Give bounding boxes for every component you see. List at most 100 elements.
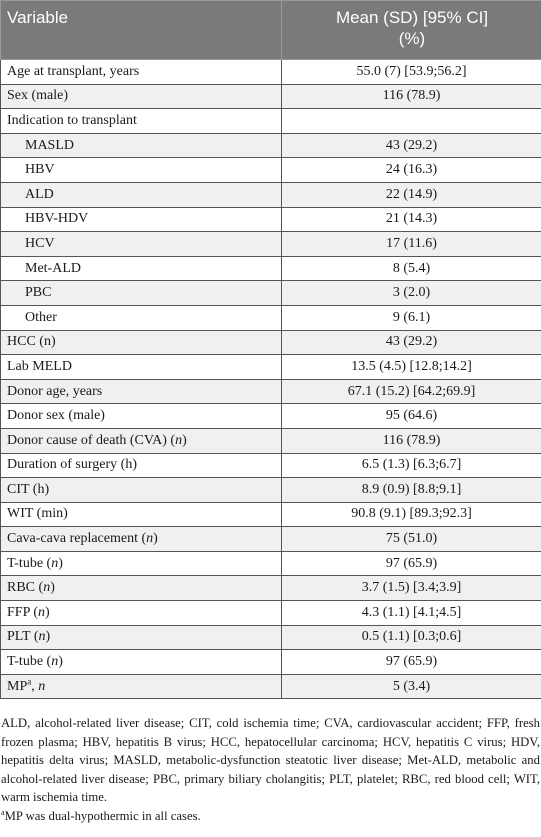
row-value: 22 (14.9) bbox=[281, 181, 541, 208]
abbreviations-note: ALD, alcohol-related liver disease; CIT,… bbox=[1, 716, 540, 805]
table-row: ALD 22 (14.9) bbox=[0, 181, 541, 208]
row-value: 43 (29.2) bbox=[281, 132, 541, 159]
row-label: PLT (n) bbox=[0, 624, 282, 651]
row-value bbox=[281, 108, 541, 134]
row-label: FFP (n) bbox=[0, 600, 282, 626]
row-value: 116 (78.9) bbox=[281, 427, 541, 454]
column-header-mean: Mean (SD) [95% CI] (%) bbox=[281, 0, 541, 60]
table-row: HCC (n) 43 (29.2) bbox=[0, 329, 541, 356]
row-label: HBV bbox=[0, 157, 282, 183]
footnote-a-marker: a bbox=[1, 807, 5, 817]
table-row: T-tube (n) 97 (65.9) bbox=[0, 550, 541, 577]
data-table: Variable Mean (SD) [95% CI] (%) Age at tr… bbox=[0, 0, 541, 700]
table-row: Cava-cava replacement (n) 75 (51.0) bbox=[0, 526, 541, 552]
row-label: Cava-cava replacement (n) bbox=[0, 526, 282, 552]
row-value: 4.3 (1.1) [4.1;4.5] bbox=[281, 600, 541, 626]
table-row: RBC (n) 3.7 (1.5) [3.4;3.9] bbox=[0, 575, 541, 602]
table-row: Sex (male) 116 (78.9) bbox=[0, 83, 541, 110]
label-italic-n: n bbox=[38, 629, 46, 645]
row-label: ALD bbox=[0, 181, 282, 208]
table-row: WIT (min) 90.8 (9.1) [89.3;92.3] bbox=[0, 501, 541, 528]
footnote-a: aMP was dual-hypothermic in all cases. bbox=[1, 807, 540, 826]
row-label: Donor cause of death (CVA) (n) bbox=[0, 427, 282, 454]
label-text: MP bbox=[7, 678, 28, 694]
table-row: Duration of surgery (h) 6.5 (1.3) [6.3;6… bbox=[0, 452, 541, 479]
row-value: 5 (3.4) bbox=[281, 673, 541, 700]
row-value: 3 (2.0) bbox=[281, 280, 541, 306]
row-value: 13.5 (4.5) [12.8;14.2] bbox=[281, 354, 541, 380]
table-row: Donor sex (male) 95 (64.6) bbox=[0, 403, 541, 429]
row-label: MPa, n bbox=[0, 673, 282, 700]
column-header-mean-line1: Mean (SD) [95% CI] bbox=[335, 8, 489, 27]
table-row: HCV 17 (11.6) bbox=[0, 231, 541, 257]
row-label: Donor age, years bbox=[0, 378, 282, 405]
row-value: 55.0 (7) [53.9;56.2] bbox=[281, 59, 541, 85]
row-value: 6.5 (1.3) [6.3;6.7] bbox=[281, 452, 541, 479]
row-label: Age at transplant, years bbox=[0, 59, 282, 85]
row-label: T-tube (n) bbox=[0, 649, 282, 675]
row-label: Duration of surgery (h) bbox=[0, 452, 282, 479]
row-label: HBV-HDV bbox=[0, 206, 282, 233]
table-row: T-tube (n) 97 (65.9) bbox=[0, 649, 541, 675]
table-row: Lab MELD 13.5 (4.5) [12.8;14.2] bbox=[0, 354, 541, 380]
row-value: 75 (51.0) bbox=[281, 526, 541, 552]
row-label: MASLD bbox=[0, 132, 282, 159]
row-label: WIT (min) bbox=[0, 501, 282, 528]
label-text-end: ) bbox=[58, 654, 63, 670]
label-italic-n: n bbox=[38, 678, 46, 694]
table-row: Other 9 (6.1) bbox=[0, 304, 541, 331]
row-label: Donor sex (male) bbox=[0, 403, 282, 429]
label-text: FFP ( bbox=[7, 604, 39, 620]
row-value: 8.9 (0.9) [8.8;9.1] bbox=[281, 477, 541, 503]
row-value: 67.1 (15.2) [64.2;69.9] bbox=[281, 378, 541, 405]
table-row: HBV-HDV 21 (14.3) bbox=[0, 206, 541, 233]
footnote-a-text: MP was dual-hypothermic in all cases. bbox=[4, 808, 201, 823]
header-row: Variable Mean (SD) [95% CI] (%) bbox=[0, 0, 541, 60]
table-footnotes: ALD, alcohol-related liver disease; CIT,… bbox=[0, 714, 541, 825]
row-value: 9 (6.1) bbox=[281, 304, 541, 331]
row-value: 17 (11.6) bbox=[281, 231, 541, 257]
label-text-end: ) bbox=[45, 604, 50, 620]
label-text-end: ) bbox=[50, 580, 55, 596]
table-row: Donor age, years 67.1 (15.2) [64.2;69.9] bbox=[0, 378, 541, 405]
column-header-variable: Variable bbox=[0, 0, 282, 60]
row-label: CIT (h) bbox=[0, 477, 282, 503]
row-label: Lab MELD bbox=[0, 354, 282, 380]
row-value: 24 (16.3) bbox=[281, 157, 541, 183]
row-label: Indication to transplant bbox=[0, 108, 282, 134]
table-row: Age at transplant, years 55.0 (7) [53.9;… bbox=[0, 59, 541, 85]
table-row: PBC 3 (2.0) bbox=[0, 280, 541, 306]
table-header: Variable Mean (SD) [95% CI] (%) bbox=[0, 0, 541, 60]
table-row: MPa, n 5 (3.4) bbox=[0, 673, 541, 700]
label-text: Cava-cava replacement ( bbox=[7, 531, 147, 547]
table-row: MASLD 43 (29.2) bbox=[0, 132, 541, 159]
label-italic-n: n bbox=[51, 654, 59, 670]
row-value: 97 (65.9) bbox=[281, 649, 541, 675]
row-label: T-tube (n) bbox=[0, 550, 282, 577]
row-value: 0.5 (1.1) [0.3;0.6] bbox=[281, 624, 541, 651]
table-row: CIT (h) 8.9 (0.9) [8.8;9.1] bbox=[0, 477, 541, 503]
label-text-end: ) bbox=[182, 432, 187, 448]
row-label: Met-ALD bbox=[0, 255, 282, 282]
label-text: T-tube ( bbox=[7, 555, 52, 571]
row-value: 116 (78.9) bbox=[281, 83, 541, 110]
table-body: Age at transplant, years 55.0 (7) [53.9;… bbox=[0, 59, 541, 700]
row-label: PBC bbox=[0, 280, 282, 306]
row-value: 90.8 (9.1) [89.3;92.3] bbox=[281, 501, 541, 528]
column-header-mean-line2: (%) bbox=[398, 29, 426, 48]
table-row: HBV 24 (16.3) bbox=[0, 157, 541, 183]
row-label: RBC (n) bbox=[0, 575, 282, 602]
table-row: Donor cause of death (CVA) (n) 116 (78.9… bbox=[0, 427, 541, 454]
label-text: RBC ( bbox=[7, 580, 44, 596]
label-italic-n: n bbox=[38, 604, 46, 620]
table-row: Indication to transplant bbox=[0, 108, 541, 134]
row-value: 3.7 (1.5) [3.4;3.9] bbox=[281, 575, 541, 602]
label-italic-n: n bbox=[51, 555, 59, 571]
row-label: HCC (n) bbox=[0, 329, 282, 356]
label-italic-n: n bbox=[146, 531, 154, 547]
label-text: T-tube ( bbox=[7, 654, 52, 670]
label-text: Donor cause of death (CVA) ( bbox=[7, 432, 176, 448]
row-label: Other bbox=[0, 304, 282, 331]
table-row: PLT (n) 0.5 (1.1) [0.3;0.6] bbox=[0, 624, 541, 651]
